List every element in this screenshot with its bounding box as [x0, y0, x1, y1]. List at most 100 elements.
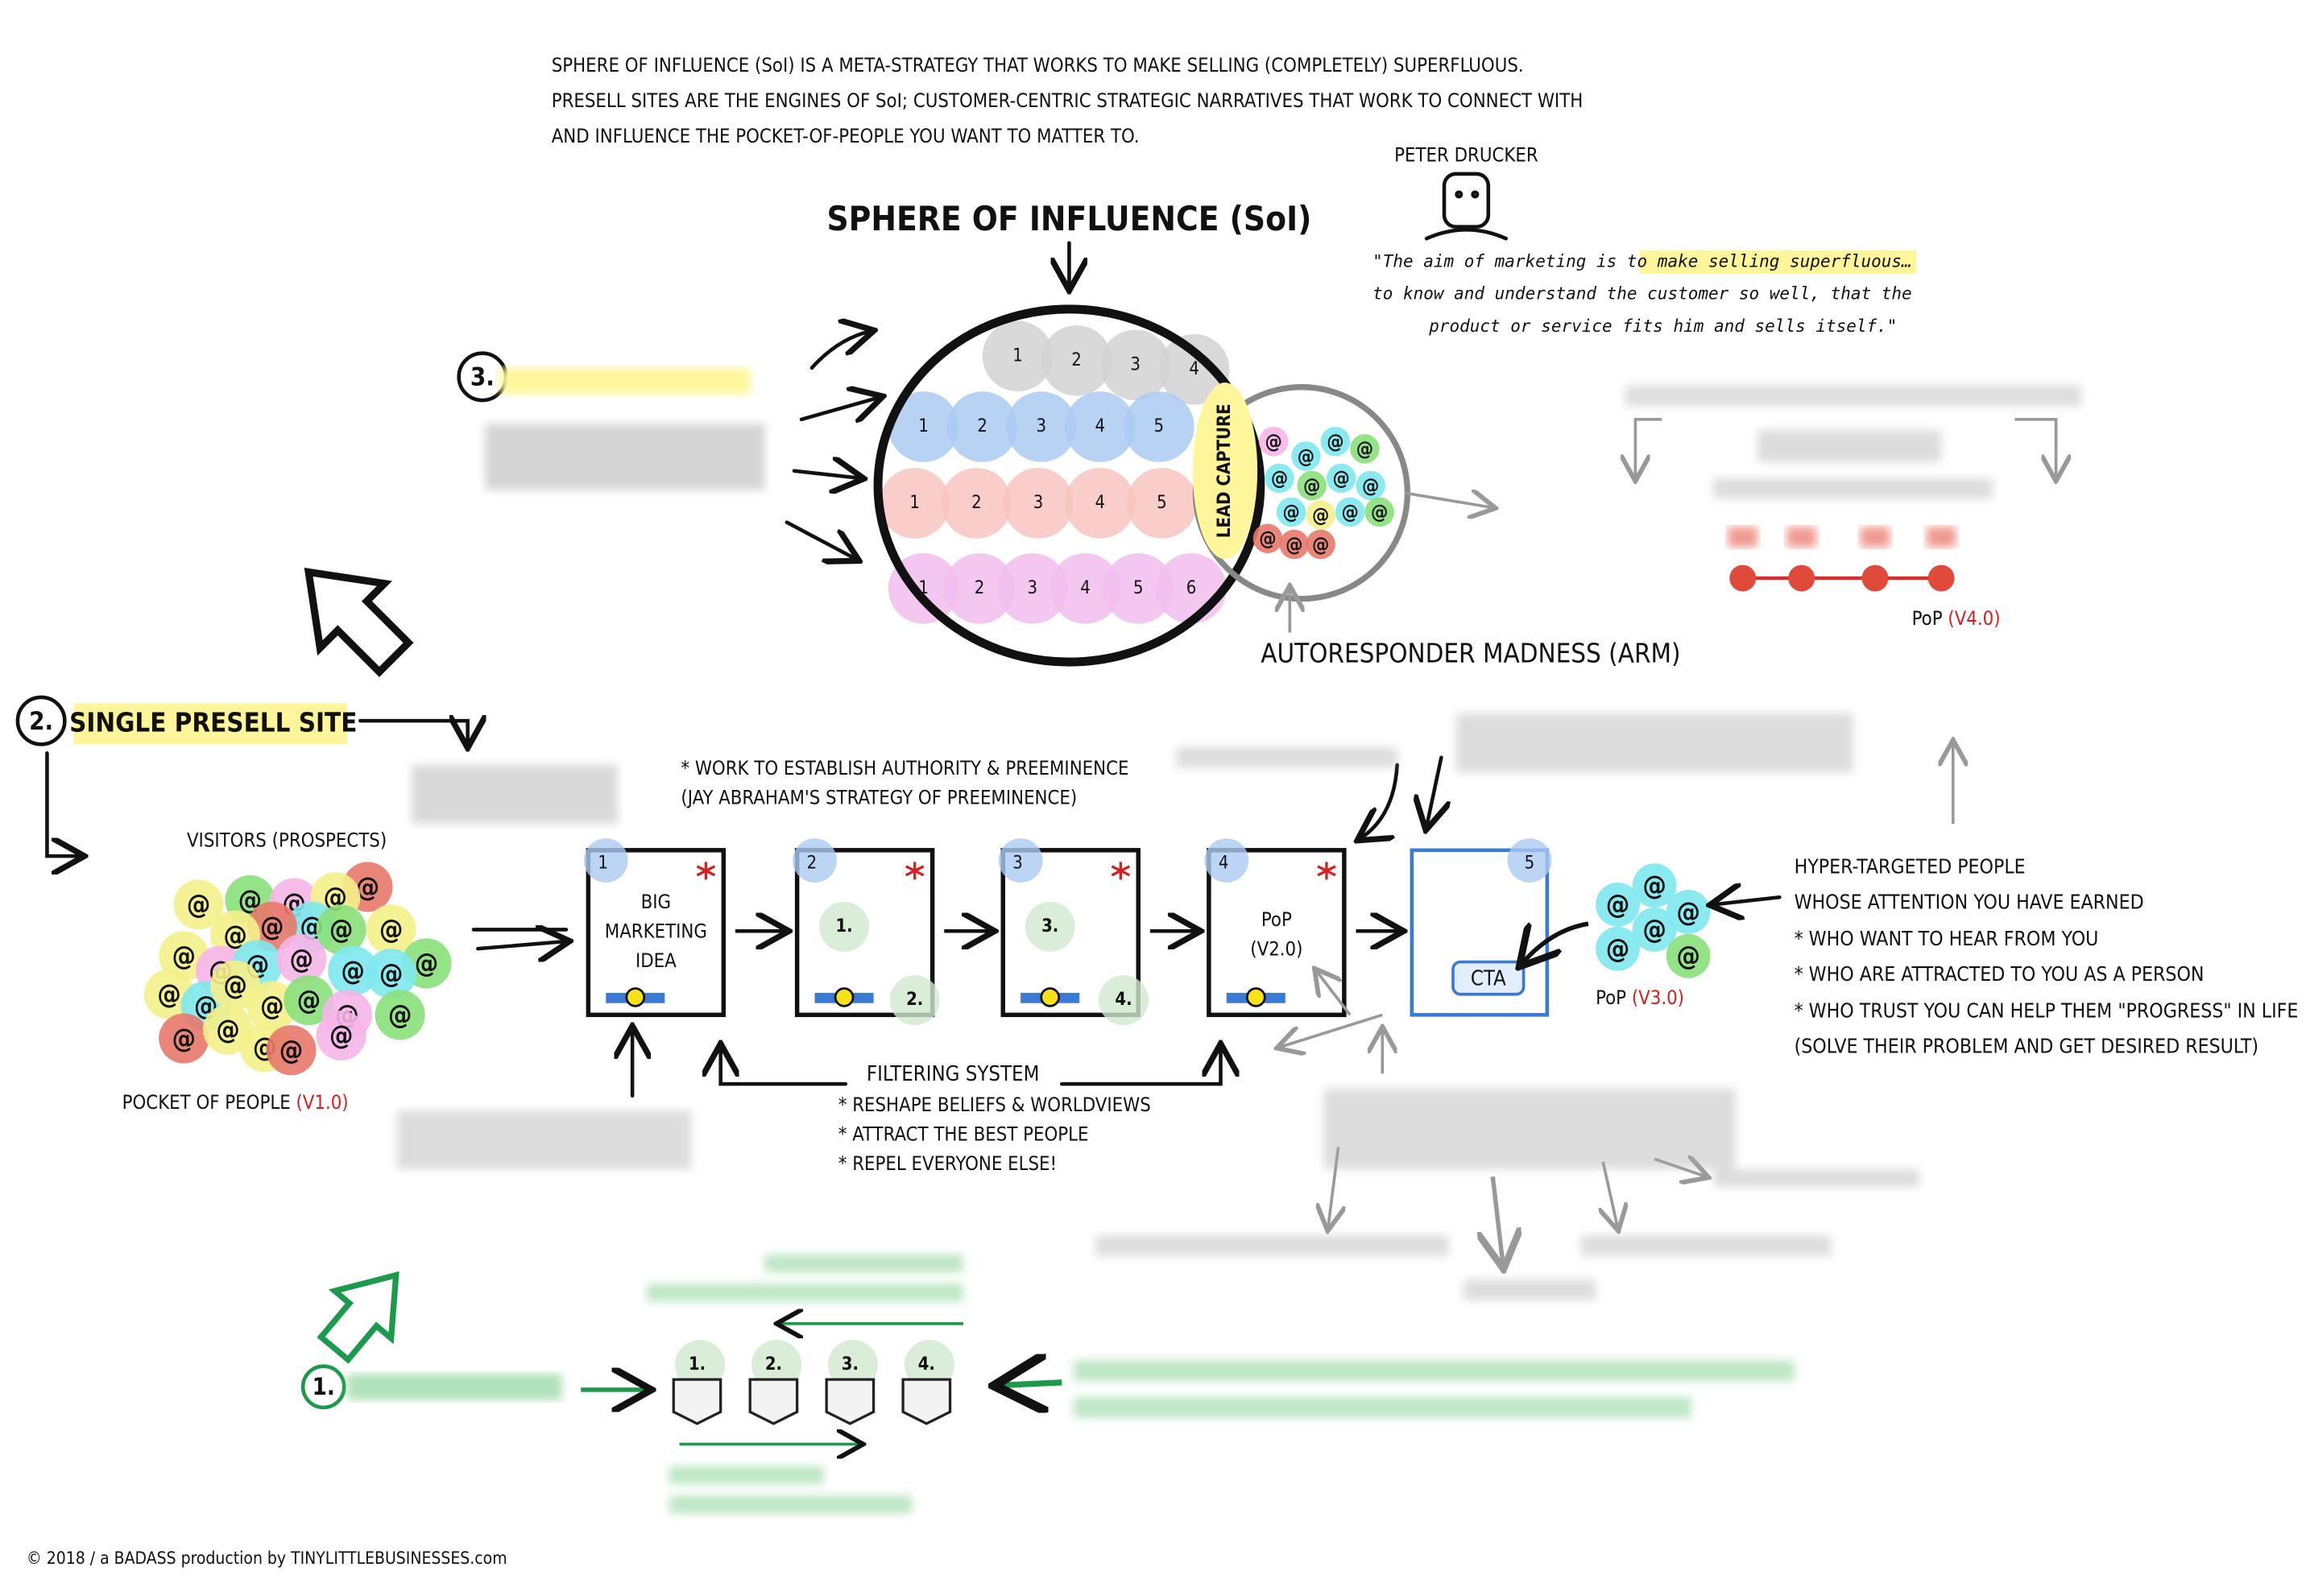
arrow — [1000, 1383, 1062, 1386]
at-symbol: @ — [1341, 501, 1358, 523]
blurred — [346, 1373, 562, 1400]
page — [1207, 848, 1347, 1018]
arrow — [1060, 1047, 1220, 1086]
soi-circle — [944, 552, 1015, 624]
at-bubble — [1326, 463, 1356, 494]
page-label: PoP — [1261, 908, 1292, 931]
soi-circle — [1041, 325, 1112, 396]
highlight — [1639, 250, 1917, 275]
at-symbol: @ — [1265, 431, 1282, 453]
soi-number: 3 — [1028, 578, 1038, 598]
at-symbol: @ — [329, 914, 354, 945]
bulb — [625, 987, 646, 1007]
hyper-line: HYPER-TARGETED PEOPLE — [1795, 855, 2026, 879]
at-symbol: @ — [157, 978, 181, 1010]
asterisk — [905, 862, 925, 880]
arrow — [358, 721, 467, 744]
filtering-item: * ATTRACT THE BEST PEOPLE — [838, 1123, 1089, 1146]
badge-label: 3. — [842, 1354, 859, 1375]
page-label: MARKETING — [605, 920, 707, 943]
soi-circle — [1064, 391, 1136, 462]
soi-number: 3 — [1036, 416, 1046, 436]
intro-line: PRESELL SITES ARE THE ENGINES OF SoI; CU… — [552, 89, 1584, 112]
at-bubble — [1632, 908, 1677, 952]
blurred — [1786, 527, 1816, 548]
page-badge — [998, 838, 1043, 883]
soi-number: 1 — [1012, 345, 1023, 366]
soi-number: 2 — [1071, 350, 1082, 370]
email-dot — [1788, 564, 1815, 592]
at-bubble — [1291, 441, 1321, 471]
at-bubble — [1252, 523, 1283, 553]
page — [794, 848, 935, 1018]
badge — [748, 1378, 799, 1425]
soi-circle — [1049, 552, 1121, 624]
lead-capture-band — [1192, 382, 1258, 560]
page-number: 1 — [598, 853, 608, 873]
at-bubble — [276, 933, 327, 984]
at-bubble — [1596, 882, 1640, 927]
big-arrow-green — [317, 1271, 400, 1364]
at-symbol: @ — [216, 1014, 240, 1045]
at-symbol: @ — [187, 889, 211, 920]
email-dot — [1861, 564, 1889, 592]
hyper-item: * WHO ARE ATTRACTED TO YOU AS A PERSON — [1795, 962, 2205, 986]
badge-bubble — [675, 1339, 726, 1390]
arrow — [1426, 755, 1441, 827]
preeminence: * WORK TO ESTABLISH AUTHORITY & PREEMINE… — [681, 757, 1128, 779]
page-badge — [583, 838, 628, 883]
intro-line: AND INFLUENCE THE POCKET-OF-PEOPLE YOU W… — [552, 125, 1140, 147]
filtering-item: * RESHAPE BELIEFS & WORLDVIEWS — [838, 1094, 1151, 1116]
preeminence: (JAY ABRAHAM'S STRATEGY OF PREEMINENCE) — [681, 786, 1077, 808]
cta-box — [1451, 960, 1526, 996]
asterisk — [1111, 862, 1131, 880]
soi-circle — [1064, 468, 1136, 539]
badge-bubble — [751, 1339, 802, 1390]
badge — [825, 1378, 876, 1425]
soi-circle — [946, 391, 1018, 462]
at-bubble — [1335, 497, 1365, 527]
page-mark: 2. — [906, 990, 923, 1010]
email-dot — [1927, 564, 1955, 592]
at-bubble — [246, 981, 297, 1032]
hyper-item: * WHO TRUST YOU CAN HELP THEM "PROGRESS"… — [1795, 999, 2299, 1023]
at-symbol: @ — [388, 999, 412, 1031]
at-symbol: @ — [1333, 467, 1350, 490]
step-bubble — [819, 901, 870, 952]
at-bubble — [316, 1010, 366, 1061]
drucker-face — [1424, 172, 1508, 241]
badge-label: 1. — [689, 1354, 706, 1375]
sphere: 1 2 3 41 2 3 4 51 2 3 4 51 2 3 4 5 6 — [879, 320, 1230, 624]
soi-number: 4 — [1095, 493, 1105, 513]
email-dot — [1729, 564, 1757, 592]
soi-circle — [1005, 391, 1077, 462]
soi-circle — [888, 391, 959, 462]
at-symbol: @ — [1271, 467, 1288, 490]
soi-number: 2 — [977, 416, 987, 436]
step-number: 3. — [470, 363, 495, 392]
step-title: SINGLE PRESELL SITE — [69, 706, 357, 738]
soi-circle — [1158, 333, 1230, 405]
page-label: BIG — [641, 891, 671, 913]
quote-line: product or service fits him and sells it… — [1428, 316, 1897, 336]
soi-number: 2 — [975, 578, 985, 598]
at-symbol: @ — [1362, 474, 1379, 497]
soi-number: 3 — [1033, 493, 1044, 513]
arrow — [1360, 763, 1399, 838]
big-arrow — [304, 567, 414, 677]
soi-number: 2 — [971, 493, 982, 513]
soi-number: 3 — [1130, 354, 1141, 374]
badge-bubble — [904, 1339, 955, 1390]
badge-label: 2. — [765, 1354, 782, 1375]
at-bubble — [173, 879, 224, 930]
soi-circle — [1103, 552, 1174, 624]
at-symbol: @ — [1606, 932, 1630, 964]
page-mark: 3. — [1041, 916, 1058, 937]
at-bubble — [1265, 463, 1294, 494]
at-symbol: @ — [1371, 501, 1388, 523]
sphere-outline — [873, 304, 1265, 667]
bulb — [1245, 987, 1266, 1007]
at-symbol: @ — [1676, 896, 1700, 928]
at-bubble — [1258, 426, 1289, 457]
